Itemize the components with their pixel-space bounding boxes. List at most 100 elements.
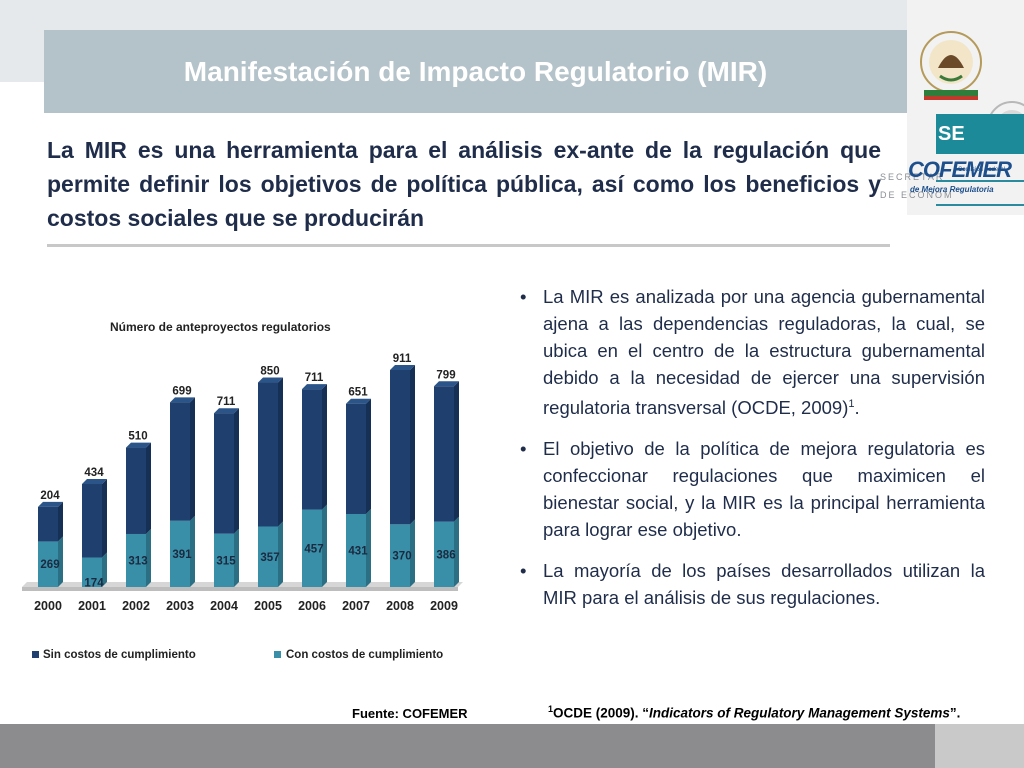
bar-top (346, 398, 371, 404)
bar-segment-con-costos (82, 557, 102, 587)
bar-segment-sin-costos (38, 506, 58, 542)
bar-segment-con-costos (390, 524, 410, 587)
x-tick-label: 2006 (298, 599, 326, 613)
mexico-seal-icon (920, 31, 982, 100)
bullet-item: • La mayoría de los países desarrollados … (520, 557, 985, 611)
reference-italic: Indicators of Regulatory Management Syst… (649, 705, 950, 721)
data-label-con-costos: 315 (216, 555, 236, 567)
data-label-sin-costos: 651 (348, 387, 368, 399)
data-label-sin-costos: 699 (172, 385, 191, 397)
data-label-sin-costos: 850 (260, 366, 279, 378)
data-label-con-costos: 174 (84, 577, 104, 589)
bar-segment-con-costos (126, 533, 146, 587)
data-label-sin-costos: 434 (84, 467, 104, 479)
slide-title: Manifestación de Impacto Regulatorio (MI… (183, 55, 768, 87)
bar-segment-sin-costos (390, 370, 410, 525)
x-tick-label: 2008 (386, 599, 414, 613)
bar-side-upper (190, 397, 195, 521)
bar-segment-sin-costos (82, 484, 102, 558)
chart-title: Número de anteproyectos regulatorios (110, 320, 331, 334)
chart-floor-edge (22, 587, 458, 591)
bar-side-lower (278, 521, 283, 587)
bar-segment-sin-costos (214, 413, 234, 534)
cofemer-logo: COFEMER Comisión Federal de Mejora Regul… (908, 157, 1012, 205)
bar-side-lower (366, 508, 371, 587)
bar-side-upper (102, 479, 107, 558)
x-tick-label: 2003 (166, 599, 194, 613)
bar-side-upper (234, 408, 239, 534)
bullet-dot: • (520, 286, 527, 307)
data-label-sin-costos: 911 (393, 353, 412, 365)
bar-top (170, 397, 195, 403)
bar-side-upper (410, 365, 415, 525)
cofemer-brand: COFEMER (908, 157, 1012, 182)
bar-segment-sin-costos (258, 382, 278, 527)
footer-bar-accent (935, 724, 1024, 768)
x-tick-label: 2005 (254, 599, 282, 613)
bullet-tail: . (854, 397, 860, 419)
cofemer-subtag: Comisión Federal (958, 167, 1006, 173)
x-tick-label: 2002 (122, 599, 150, 613)
bullet-text: El objetivo de la política de mejora reg… (543, 438, 985, 541)
x-tick-label: 2001 (78, 599, 106, 613)
x-tick-label: 2000 (34, 599, 62, 613)
data-label-con-costos: 386 (436, 549, 455, 561)
bar-side-lower (58, 536, 63, 587)
bar-side-upper (366, 398, 371, 514)
bullet-sup: 1 (848, 398, 855, 410)
data-label-sin-costos: 711 (217, 396, 236, 408)
bar-segment-con-costos (214, 533, 234, 587)
bar-top (434, 381, 459, 387)
bullet-text: La MIR es analizada por una agencia gube… (543, 286, 985, 419)
data-label-sin-costos: 510 (128, 431, 147, 443)
data-label-sin-costos: 204 (40, 490, 60, 502)
bar-top (82, 479, 107, 485)
reference-plain: OCDE (2009). “ (553, 705, 650, 721)
se-label: SE (938, 122, 965, 145)
bar-side-upper (322, 384, 327, 510)
bar-side-lower (146, 528, 151, 587)
bar-top (126, 442, 151, 448)
bar-segment-con-costos (434, 521, 454, 587)
legend-swatch-sin-costos (32, 651, 39, 658)
bar-side-lower (190, 515, 195, 587)
legend-label-sin-costos: Sin costos de cumplimiento (43, 649, 196, 661)
bar-top (258, 377, 283, 383)
stacked-bar-chart: Número de anteproyectos regulatorios 204 2… (22, 320, 463, 661)
bar-segment-con-costos (346, 513, 366, 587)
bullet-dot: • (520, 560, 527, 582)
bar-side-upper (278, 377, 283, 527)
bullet-item: • La MIR es analizada por una agencia gub… (520, 283, 985, 421)
reference-note: 1OCDE (2009). “Indicators of Regulatory … (548, 704, 960, 721)
bar-segment-sin-costos (170, 402, 190, 521)
x-tick-label: 2009 (430, 599, 458, 613)
bar-segment-con-costos (258, 526, 278, 587)
reference-end: ”. (949, 705, 961, 721)
bar-segment-con-costos (302, 509, 322, 587)
bar-segment-sin-costos (302, 389, 322, 510)
data-label-con-costos: 313 (128, 555, 147, 567)
bar-top (214, 408, 239, 414)
bar-top (302, 384, 327, 390)
bar-side-upper (454, 381, 459, 522)
bar-segment-sin-costos (346, 403, 366, 514)
bullet-text: La mayoría de los países desarrollados u… (543, 560, 985, 609)
se-logo: SE (936, 114, 1024, 154)
data-label-sin-costos: 711 (305, 372, 324, 384)
data-label-sin-costos: 799 (436, 369, 455, 381)
data-label-con-costos: 269 (40, 559, 59, 571)
bar-segment-sin-costos (126, 447, 146, 534)
bar-side-lower (454, 516, 459, 587)
cofemer-tagline: de Mejora Regulatoria (910, 185, 994, 194)
footer-bar (0, 724, 1024, 768)
x-tick-label: 2004 (210, 599, 238, 613)
bar-side-lower (322, 504, 327, 587)
title-bar: Manifestación de Impacto Regulatorio (MI… (44, 30, 907, 113)
bar-side-lower (102, 552, 107, 587)
secretaria-text: SECRETAR DE ECONOM (880, 172, 954, 200)
intro-divider (47, 244, 890, 247)
legend-label-con-costos: Con costos de cumplimiento (286, 649, 443, 661)
bar-side-upper (58, 501, 63, 542)
bar-segment-sin-costos (434, 386, 454, 522)
reference-sup: 1 (548, 704, 554, 714)
